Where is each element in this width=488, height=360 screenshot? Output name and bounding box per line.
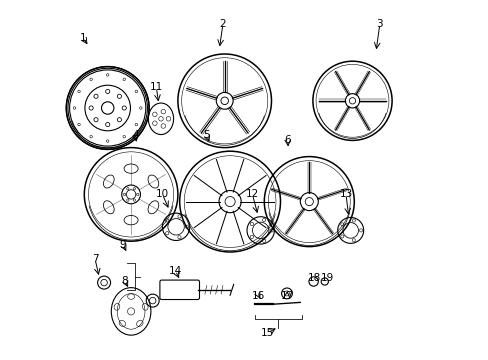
Text: 10: 10 (156, 189, 169, 199)
Text: 7: 7 (92, 254, 98, 264)
Text: 2: 2 (219, 19, 226, 29)
Text: 17: 17 (280, 291, 293, 301)
Text: 18: 18 (307, 273, 320, 283)
Text: 14: 14 (168, 266, 182, 276)
Text: 5: 5 (203, 130, 209, 140)
Text: 8: 8 (122, 276, 128, 286)
Text: 11: 11 (149, 82, 163, 92)
Text: 9: 9 (120, 240, 126, 250)
Text: 12: 12 (245, 189, 259, 199)
Text: 6: 6 (284, 135, 290, 145)
Text: 3: 3 (376, 19, 383, 29)
Text: 19: 19 (320, 273, 333, 283)
Text: 4: 4 (132, 130, 139, 140)
Text: 13: 13 (339, 189, 352, 199)
Text: 15: 15 (261, 328, 274, 338)
Text: 16: 16 (252, 291, 265, 301)
Text: 1: 1 (80, 33, 86, 43)
